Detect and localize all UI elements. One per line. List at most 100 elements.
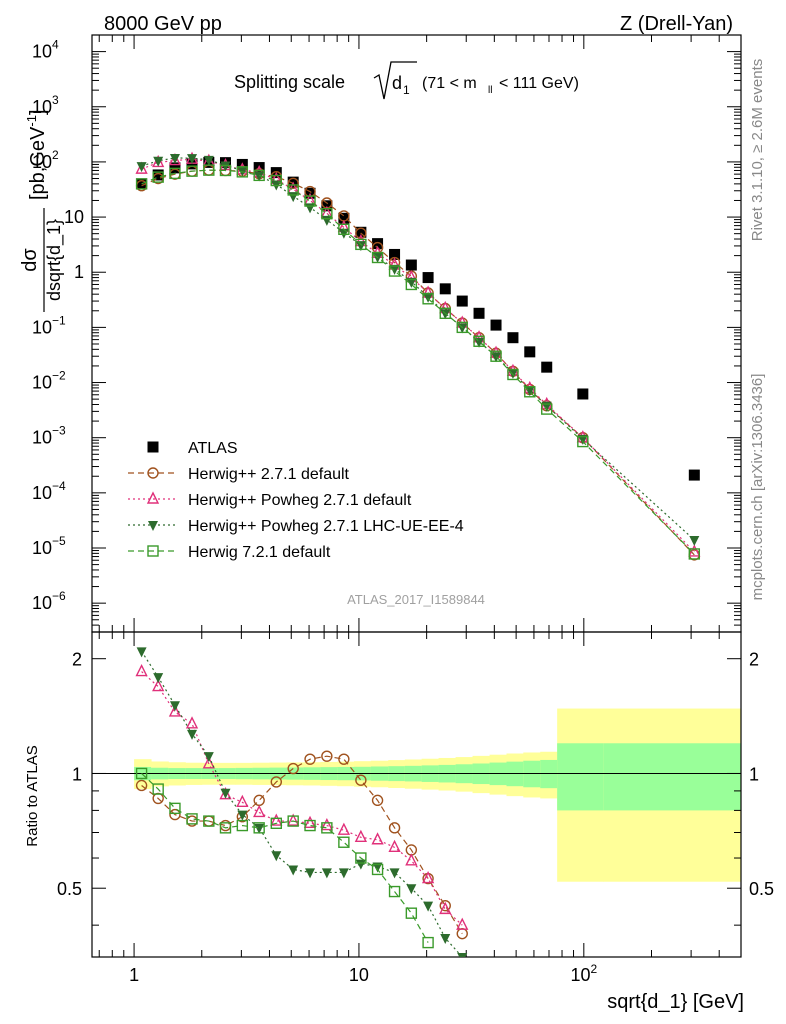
plot-title: Splitting scale d 1 (71 < m ll < 111 GeV…	[234, 61, 579, 100]
title-symbol: d	[392, 73, 402, 93]
data-point	[439, 283, 451, 295]
data-point	[203, 815, 215, 827]
ratio-series-line	[141, 773, 429, 943]
data-point	[287, 813, 300, 826]
data-point	[135, 178, 148, 190]
data-point	[577, 434, 588, 445]
ratio-series-line	[141, 651, 463, 957]
data-point	[254, 823, 265, 834]
data-point	[287, 184, 299, 196]
data-point	[169, 153, 180, 164]
y-tick-label: 104	[32, 38, 59, 62]
data-point	[507, 368, 519, 381]
title-range-post: < 111 GeV)	[499, 75, 579, 92]
data-point	[474, 337, 485, 348]
ratio-y-label: Ratio to ATLAS	[24, 745, 41, 846]
data-point	[355, 859, 366, 870]
data-point	[355, 226, 367, 238]
data-point	[688, 469, 700, 481]
data-point	[187, 729, 198, 740]
ratio-y-tick-label: 1	[72, 764, 82, 784]
data-point	[337, 822, 351, 835]
data-point	[456, 321, 468, 334]
data-point	[219, 822, 232, 834]
data-point	[237, 810, 248, 821]
series-line	[141, 158, 695, 553]
data-point	[371, 832, 384, 845]
data-point	[203, 164, 215, 176]
data-point	[321, 822, 333, 834]
data-point	[147, 467, 159, 479]
data-point	[491, 352, 502, 363]
sqrt-sign	[373, 61, 417, 100]
legend-label: Herwig 7.2.1 default	[188, 544, 331, 561]
data-point	[355, 774, 367, 786]
data-point	[354, 829, 368, 843]
legend: ATLAS Herwig++ 2.7.1 default Herwig++ Powh…	[128, 440, 464, 561]
data-point	[304, 753, 316, 765]
data-point	[388, 265, 401, 277]
series-line	[141, 157, 695, 541]
y-tick-label: 10−3	[32, 424, 66, 448]
data-point	[456, 295, 468, 307]
data-point	[169, 808, 181, 821]
ylabel-denominator: dsqrt{d_1}	[44, 219, 65, 301]
ratio-y-tick-label: 0.5	[57, 879, 82, 899]
data-point	[405, 853, 418, 866]
data-point	[355, 238, 367, 251]
data-point	[185, 716, 199, 729]
data-point	[287, 762, 299, 775]
x-axis-label: sqrt{d_1} [GeV]	[607, 991, 744, 1013]
title-symbol-sub: 1	[403, 83, 410, 97]
data-point	[287, 815, 299, 827]
data-point	[136, 647, 147, 658]
data-point	[372, 238, 384, 250]
y-axis-label: dσ dsqrt{d_1} [pb,GeV-1]	[19, 109, 65, 312]
ylabel-numerator: dσ	[19, 248, 41, 272]
data-point	[148, 521, 158, 531]
y-tick-label: 1	[74, 262, 84, 282]
analysis-watermark: ATLAS_2017_I1589844	[347, 592, 485, 607]
data-point	[253, 169, 265, 182]
data-point	[338, 212, 350, 224]
ratio-uncertainty-bands	[92, 708, 742, 882]
ratio-series-3	[135, 767, 434, 949]
data-point	[355, 227, 367, 239]
data-point	[147, 545, 159, 557]
data-point	[203, 155, 214, 166]
data-point	[321, 208, 333, 220]
data-point	[135, 779, 148, 792]
data-point	[168, 704, 182, 717]
stat-uncertainty-band	[540, 759, 558, 789]
data-point	[168, 152, 182, 166]
data-point	[389, 868, 400, 879]
data-point	[473, 307, 485, 319]
data-point	[152, 171, 164, 183]
data-point	[220, 161, 231, 172]
data-point	[270, 776, 282, 788]
data-point	[270, 817, 282, 830]
ratio-y-tick-label-right: 0.5	[749, 879, 774, 899]
data-point	[423, 292, 434, 303]
data-point	[220, 788, 231, 799]
data-point	[490, 350, 502, 362]
data-point	[135, 664, 148, 677]
y-tick-label: 10−5	[32, 534, 66, 558]
series-4	[135, 164, 701, 560]
rivet-version-label: Rivet 3.1.10, ≥ 2.6M events	[749, 59, 766, 242]
ratio-series-2	[136, 647, 468, 957]
mcplots-label: mcplots.cern.ch [arXiv:1306.3436]	[749, 374, 766, 601]
data-point	[406, 884, 417, 895]
data-point	[524, 346, 536, 358]
data-point	[146, 491, 160, 504]
y-tick-label: 10−1	[32, 313, 66, 337]
data-point	[321, 750, 333, 762]
ratio-plot-frame	[91, 631, 742, 958]
data-point	[541, 403, 553, 415]
data-point	[422, 293, 434, 305]
data-point	[423, 901, 434, 912]
data-point	[152, 783, 164, 795]
ratio-y-tick-label: 2	[72, 650, 82, 670]
y-tick-label: 103	[32, 93, 59, 117]
